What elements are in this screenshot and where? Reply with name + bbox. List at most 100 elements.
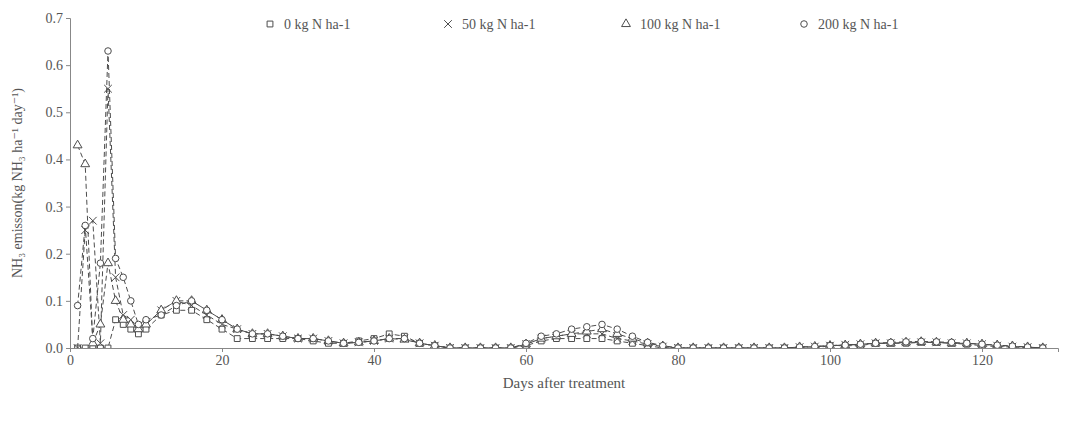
marker	[446, 344, 454, 348]
tick-label: 0.2	[46, 247, 64, 262]
marker	[660, 342, 667, 348]
marker	[415, 338, 424, 346]
marker	[432, 343, 438, 348]
marker	[781, 345, 787, 348]
tick: 0	[67, 348, 74, 368]
marker	[810, 341, 819, 348]
tick-mark	[66, 112, 70, 113]
marker	[204, 307, 211, 314]
marker	[234, 336, 240, 342]
marker	[689, 343, 698, 348]
tick: 0.7	[46, 11, 71, 26]
marker	[795, 342, 804, 348]
marker	[461, 343, 470, 348]
marker	[1024, 343, 1032, 348]
marker	[856, 339, 865, 347]
tick-mark	[66, 301, 70, 302]
marker	[492, 345, 499, 348]
tick-label: 0.0	[46, 341, 64, 356]
marker	[126, 319, 135, 327]
tick-mark	[66, 254, 70, 255]
marker	[476, 343, 485, 348]
marker	[658, 341, 667, 348]
x-axis-title: Days after treatment	[503, 375, 626, 391]
marker	[674, 343, 683, 348]
marker	[371, 338, 378, 345]
marker	[74, 344, 82, 348]
y-axis-title: NH₃ emisson(kg NH₃ ha⁻¹ day⁻¹)	[10, 88, 26, 278]
marker	[735, 344, 743, 348]
marker	[857, 341, 864, 348]
marker	[842, 342, 849, 348]
tick: 0.5	[46, 105, 71, 120]
marker	[1023, 342, 1032, 348]
marker	[675, 345, 682, 348]
marker	[294, 333, 303, 341]
marker	[105, 345, 111, 348]
marker	[902, 337, 911, 345]
marker	[978, 339, 987, 347]
tick-mark	[678, 348, 679, 352]
marker	[643, 338, 652, 346]
marker	[508, 345, 514, 348]
tick-mark	[830, 348, 831, 352]
marker	[324, 336, 333, 344]
marker	[218, 315, 227, 323]
marker	[781, 344, 789, 348]
marker	[477, 345, 484, 348]
marker	[1025, 345, 1031, 348]
tick-label: 120	[972, 353, 993, 368]
tick-label: 0.4	[46, 152, 64, 167]
marker	[340, 339, 348, 347]
marker	[233, 325, 241, 333]
marker	[173, 302, 180, 309]
marker	[370, 336, 379, 344]
marker	[537, 333, 546, 341]
legend-label: 100 kg N ha-1	[640, 17, 721, 32]
legend-item: 200 kg N ha-1	[801, 17, 899, 32]
marker	[720, 345, 727, 348]
legend-item: 0 kg N ha-1	[267, 17, 350, 32]
marker	[826, 342, 834, 348]
marker	[629, 333, 636, 340]
marker	[674, 344, 682, 348]
marker	[113, 317, 119, 323]
marker	[219, 316, 226, 323]
marker	[720, 344, 728, 348]
legend-symbol	[801, 21, 808, 28]
marker	[249, 331, 256, 338]
marker	[82, 345, 88, 348]
marker	[340, 340, 347, 347]
marker	[446, 343, 455, 348]
marker	[97, 260, 104, 267]
marker	[857, 340, 865, 348]
marker	[781, 345, 788, 348]
tick-mark	[982, 348, 983, 352]
marker	[158, 312, 164, 318]
tick: 120	[972, 348, 993, 368]
marker	[918, 338, 925, 345]
marker	[188, 298, 195, 305]
marker	[309, 335, 317, 343]
tick-label: 0.1	[46, 294, 64, 309]
marker	[903, 339, 910, 346]
marker	[886, 338, 895, 346]
legend-item: 100 kg N ha-1	[622, 17, 721, 32]
axis-line	[71, 349, 1059, 353]
marker	[917, 337, 926, 345]
marker	[736, 345, 743, 348]
marker	[278, 331, 287, 339]
marker	[280, 333, 287, 340]
marker	[948, 339, 955, 346]
tick-label: 0	[67, 353, 74, 368]
plot-area	[73, 48, 1047, 348]
axis-line	[66, 19, 71, 349]
x-axis: 020406080100120	[67, 348, 1059, 368]
marker	[417, 340, 423, 346]
marker	[135, 321, 142, 328]
marker	[263, 329, 272, 337]
marker	[599, 321, 606, 328]
marker	[689, 344, 697, 348]
tick-mark	[66, 207, 70, 208]
marker	[370, 337, 378, 345]
